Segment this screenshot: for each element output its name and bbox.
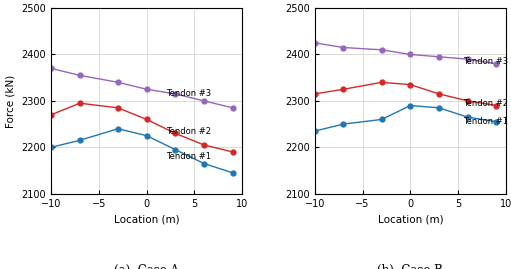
Text: Tendon #1: Tendon #1 bbox=[463, 117, 508, 126]
Text: Tendon #3: Tendon #3 bbox=[166, 89, 211, 98]
Text: Tendon #2: Tendon #2 bbox=[463, 99, 508, 108]
Text: Tendon #1: Tendon #1 bbox=[166, 152, 211, 161]
Text: Tendon #2: Tendon #2 bbox=[166, 126, 211, 136]
Y-axis label: Force (kN): Force (kN) bbox=[6, 74, 16, 128]
X-axis label: Location (m): Location (m) bbox=[114, 214, 179, 224]
Text: Tendon #3: Tendon #3 bbox=[463, 57, 508, 66]
X-axis label: Location (m): Location (m) bbox=[378, 214, 443, 224]
Text: (b)  Case B: (b) Case B bbox=[378, 264, 443, 269]
Text: (a)  Case A: (a) Case A bbox=[114, 264, 179, 269]
